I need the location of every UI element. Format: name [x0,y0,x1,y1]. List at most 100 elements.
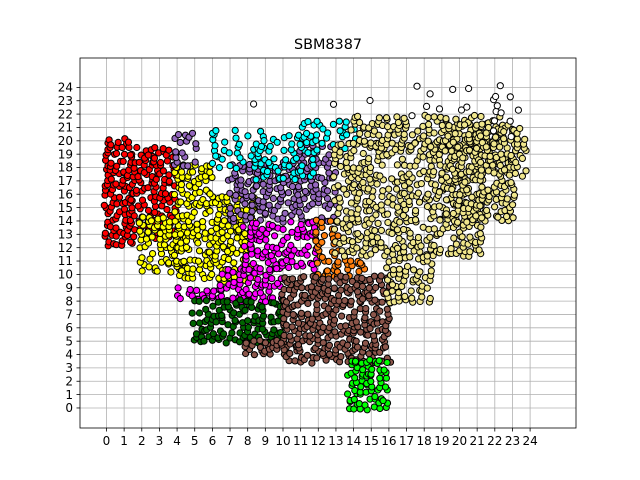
data-point [394,118,402,127]
data-point [436,245,444,254]
data-point [426,233,434,241]
data-point [343,131,351,139]
data-point [119,157,127,165]
data-point [332,306,340,314]
data-point [356,130,364,138]
data-point [259,198,267,206]
data-point [505,171,514,179]
data-point [290,246,298,254]
y-tick-label: 10 [58,268,73,282]
x-tick-label: 11 [293,434,308,448]
data-point [291,175,299,184]
data-point [380,366,388,374]
data-point [343,190,351,198]
data-point [270,326,278,334]
data-point [230,278,238,286]
data-point [144,206,153,215]
y-tick-label: 17 [58,174,73,188]
data-point [193,286,201,294]
data-point [301,187,309,196]
data-point [490,117,499,125]
data-point [294,191,302,199]
data-point [239,223,247,231]
data-point [270,206,278,215]
data-point [336,127,344,135]
data-point [459,154,467,162]
data-point [208,159,217,167]
data-point [370,127,378,135]
data-point [366,324,374,333]
cluster-series [241,272,395,367]
data-point [317,218,326,226]
data-point [267,252,275,260]
data-point [260,137,268,145]
data-point [516,124,524,133]
data-point [270,155,278,163]
data-point [318,238,326,246]
data-point [500,135,508,143]
data-point [378,192,386,201]
data-point [431,181,439,189]
y-tick-label: 22 [58,107,73,121]
data-point [457,106,466,114]
data-point [312,273,320,281]
data-point [273,265,281,273]
data-point [414,127,422,135]
data-point [507,179,515,187]
data-point [259,180,267,188]
data-point [287,252,295,260]
data-point [449,138,457,146]
data-point [100,201,108,209]
data-point [379,397,387,405]
data-point [318,174,326,182]
data-point [165,177,173,185]
x-tick-label: 21 [470,434,485,448]
data-point [281,209,289,217]
data-point [306,332,314,340]
data-point [285,132,293,140]
data-point [337,140,345,148]
data-point [478,120,486,128]
x-tick-label: 0 [103,434,111,448]
data-point [466,233,474,241]
x-tick-label: 5 [191,434,199,448]
data-point [400,189,408,198]
data-point [330,225,339,233]
cluster-series [188,296,289,347]
x-tick-label: 18 [417,434,432,448]
data-point [212,152,220,160]
data-point [248,192,256,200]
data-point [296,140,304,148]
data-point [514,106,523,114]
data-point [176,230,185,238]
data-point [225,149,233,157]
data-point [196,188,204,196]
data-point [115,193,124,201]
data-point [477,158,485,166]
data-point [205,248,213,256]
y-tick-label: 15 [58,201,73,215]
data-point [288,323,296,331]
data-point [236,296,244,304]
data-point [393,185,401,193]
data-point [195,297,203,305]
data-point [466,248,474,256]
data-point [184,162,192,170]
data-point [497,109,505,117]
data-point [192,140,200,148]
data-point [417,242,425,250]
data-point [379,187,387,195]
data-point [330,173,338,181]
data-point [257,142,266,151]
data-point [138,254,146,262]
data-point [411,139,419,147]
cluster-series [135,161,259,285]
data-point [174,131,183,139]
data-point [388,281,397,289]
data-point [244,323,252,331]
data-point [508,201,517,209]
data-point [303,251,311,259]
data-point [256,265,264,273]
data-point [153,267,161,275]
data-point [492,92,500,101]
